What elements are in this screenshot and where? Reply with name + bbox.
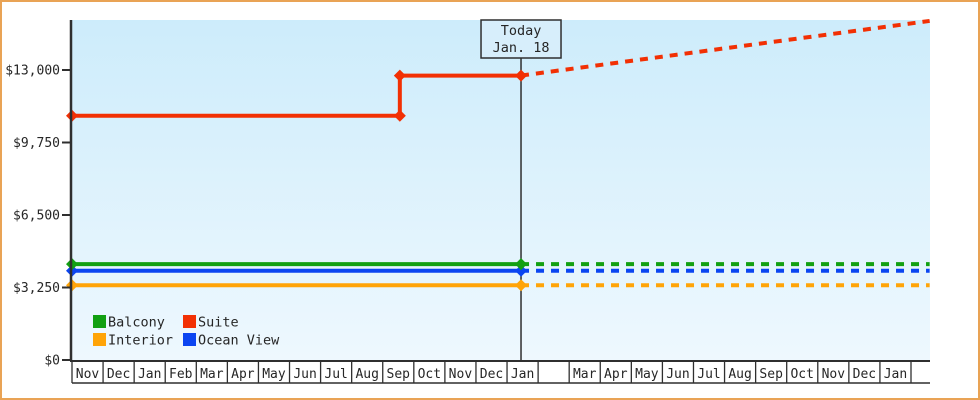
month-label: Feb [169, 367, 193, 382]
month-label: Nov [76, 367, 100, 382]
month-label: May [635, 367, 659, 382]
month-label: Dec [107, 367, 130, 382]
marker-suite [393, 109, 406, 122]
month-label: Apr [231, 367, 255, 382]
y-tick-label: $6,500 [13, 209, 60, 224]
month-label: Oct [418, 367, 441, 382]
month-label: May [262, 367, 286, 382]
legend-swatch-ocean-view [183, 333, 196, 346]
month-label: Jun [666, 367, 689, 382]
month-label: Mar [573, 367, 597, 382]
legend-label-suite: Suite [198, 315, 239, 331]
today-box [480, 19, 562, 59]
month-label: Jan [138, 367, 161, 382]
month-label: Apr [604, 367, 628, 382]
series-line-suite [72, 73, 522, 118]
legend-swatch-interior [93, 333, 106, 346]
month-label: Jul [697, 367, 720, 382]
month-label: Jan [511, 367, 534, 382]
marker-suite [515, 69, 528, 82]
y-tick-label: $0 [44, 354, 60, 369]
y-tick-label: $13,000 [5, 64, 60, 79]
month-label: Nov [449, 367, 473, 382]
marker-balcony [515, 258, 528, 271]
y-tick-label: $3,250 [13, 281, 60, 296]
marker-suite [393, 69, 406, 82]
month-label: Jul [324, 367, 347, 382]
legend-label-balcony: Balcony [108, 315, 165, 331]
today-box-line2: Jan. 18 [493, 40, 550, 56]
month-label: Oct [790, 367, 813, 382]
month-label: Aug [355, 367, 378, 382]
month-label: Dec [480, 367, 503, 382]
legend-label-interior: Interior [108, 333, 173, 349]
month-label: Mar [200, 367, 224, 382]
marker-interior [515, 279, 528, 292]
month-label: Dec [853, 367, 876, 382]
month-label: Sep [759, 367, 783, 382]
month-label: Sep [387, 367, 411, 382]
y-tick-label: $9,750 [13, 136, 60, 151]
month-label: Aug [728, 367, 751, 382]
plot-area [72, 20, 930, 360]
legend-label-ocean-view: Ocean View [198, 333, 280, 349]
legend-swatch-suite [183, 315, 196, 328]
month-label: Jun [293, 367, 316, 382]
legend-swatch-balcony [93, 315, 106, 328]
month-label: Jan [884, 367, 907, 382]
today-box-line1: Today [501, 23, 542, 39]
month-label: Nov [822, 367, 846, 382]
marker-ocean-view [515, 264, 528, 277]
